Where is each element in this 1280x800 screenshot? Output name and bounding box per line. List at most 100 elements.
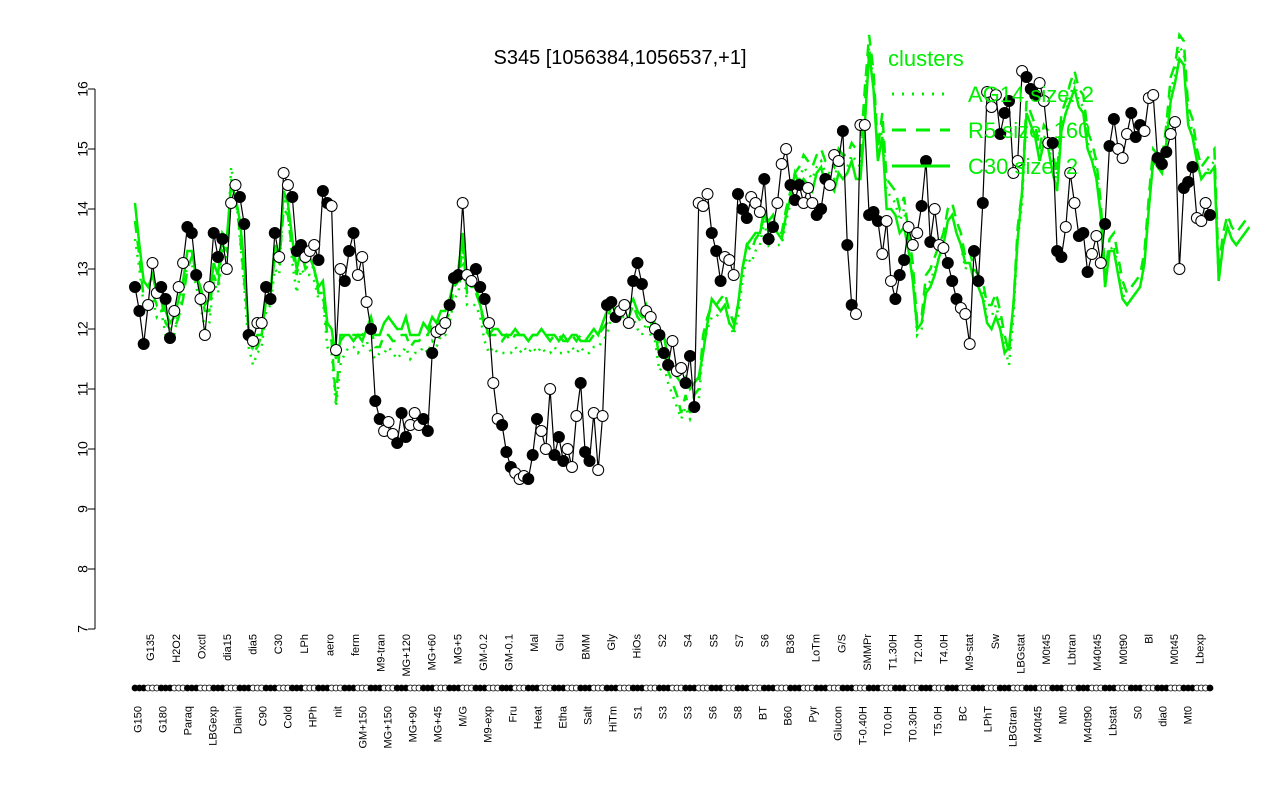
- data-point: [557, 455, 570, 467]
- x-tick-label: Sw: [990, 634, 1002, 649]
- x-tick-label: T1.30H: [887, 634, 899, 670]
- data-point: [885, 275, 897, 287]
- data-point: [1099, 218, 1112, 230]
- legend-entry-label: C30 size: 2: [968, 154, 1078, 179]
- data-point: [1204, 209, 1216, 221]
- x-tick-label: M9-exp: [482, 706, 494, 743]
- data-point: [273, 251, 286, 263]
- y-tick-label: 15: [75, 141, 91, 157]
- x-tick-label: S0: [1132, 706, 1144, 719]
- data-point: [1147, 89, 1160, 101]
- data-point: [203, 281, 216, 293]
- x-tick-labels: G135 H2O2 Oxctl dia15 dia5 C30 LPh aero ferm M9-t…: [131, 634, 1214, 749]
- x-tick-label: aero: [324, 634, 336, 656]
- x-tick-label: S3: [657, 706, 669, 719]
- data-point: [1195, 215, 1208, 227]
- data-point: [212, 251, 224, 263]
- data-point: [347, 227, 360, 239]
- y-tick-label: 12: [75, 321, 91, 337]
- data-point: [1164, 128, 1177, 140]
- data-point: [1081, 266, 1094, 278]
- x-tick-label: LBGstat: [1015, 634, 1027, 674]
- data-point: [391, 437, 404, 449]
- x-tick-label: Lbexp: [1195, 634, 1207, 664]
- x-tick-label: MG+45: [432, 706, 444, 742]
- data-point: [946, 275, 959, 287]
- data-point: [653, 329, 666, 341]
- x-tick-label: Diami: [232, 706, 244, 734]
- data-point: [185, 227, 198, 239]
- data-point: [500, 446, 513, 458]
- data-point: [976, 197, 989, 209]
- x-tick-label: LPhT: [982, 706, 994, 733]
- x-tick-label: M9-tran: [376, 634, 388, 672]
- x-tick-label: S6: [759, 634, 771, 647]
- data-point: [998, 107, 1011, 119]
- data-point: [1046, 137, 1059, 149]
- x-tick-label: HiTm: [607, 706, 619, 732]
- x-tick-label: S4: [683, 634, 695, 647]
- data-point: [963, 338, 976, 350]
- data-point: [522, 473, 535, 485]
- x-tick-label: S1: [632, 706, 644, 719]
- x-tick-label: MG+90: [407, 706, 419, 742]
- data-point: [1107, 113, 1120, 125]
- x-tick-label: S8: [732, 706, 744, 719]
- data-point: [295, 239, 308, 251]
- x-tick-label: T4.0H: [939, 634, 951, 664]
- data-point: [1037, 95, 1050, 107]
- data-point: [133, 305, 146, 317]
- data-point: [972, 275, 985, 287]
- data-point: [723, 254, 736, 266]
- x-tick-label: S3: [682, 706, 694, 719]
- x-tick-label: G/S: [836, 634, 848, 653]
- x-tick-label: M0t90: [1118, 634, 1130, 665]
- data-point: [439, 317, 452, 329]
- data-point: [142, 299, 155, 311]
- x-tick-label: B60: [782, 706, 794, 726]
- data-point: [137, 338, 150, 350]
- data-point: [906, 239, 919, 251]
- data-point: [622, 317, 635, 329]
- data-point: [679, 377, 692, 389]
- x-tick-label: HPh: [307, 706, 319, 727]
- data-point: [727, 269, 740, 281]
- data-point: [343, 245, 356, 257]
- data-point: [277, 167, 290, 179]
- data-point: [753, 206, 766, 218]
- x-tick-label: dia15: [222, 634, 234, 661]
- data-point: [351, 269, 364, 281]
- series-line-r5: [133, 31, 1251, 414]
- data-point: [1125, 107, 1138, 119]
- data-point: [369, 395, 382, 407]
- x-tick-label: GM-0.1: [504, 634, 516, 671]
- x-tick-label: BT: [757, 706, 769, 720]
- data-point: [941, 257, 954, 269]
- data-point: [286, 191, 299, 203]
- data-point: [220, 263, 233, 275]
- data-point: [758, 173, 771, 185]
- data-point: [644, 311, 657, 323]
- data-point: [714, 275, 727, 287]
- data-point: [570, 410, 583, 422]
- x-tick-label: Glu: [555, 634, 567, 651]
- x-tick-label: MG+150: [382, 706, 394, 749]
- data-point: [247, 335, 259, 347]
- data-point: [705, 227, 718, 239]
- data-point: [836, 125, 849, 137]
- data-point: [1086, 248, 1098, 260]
- data-point: [177, 257, 190, 269]
- x-tick-label: Lbtran: [1067, 634, 1079, 665]
- data-point: [478, 293, 491, 305]
- x-tick-label: T5.0H: [932, 706, 944, 736]
- x-tick-label: M9-stat: [964, 634, 976, 671]
- data-point: [1064, 167, 1077, 179]
- x-tick-label: LPh: [299, 634, 311, 654]
- data-point: [657, 347, 670, 359]
- data-point: [426, 347, 439, 359]
- legend-entry-label: AG14 size: 2: [968, 82, 1094, 107]
- x-tick-label: Mt0: [1057, 706, 1069, 724]
- data-point: [631, 257, 644, 269]
- data-point: [1186, 161, 1199, 173]
- x-tick-label: Mal: [529, 634, 541, 652]
